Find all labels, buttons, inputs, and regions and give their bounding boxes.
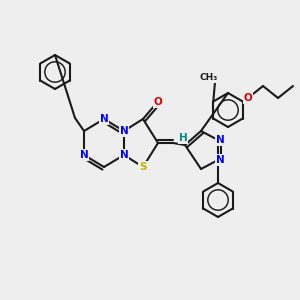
Text: N: N <box>216 135 224 145</box>
Text: S: S <box>139 162 147 172</box>
Text: O: O <box>244 93 252 103</box>
Text: O: O <box>154 97 162 107</box>
Text: N: N <box>80 150 88 160</box>
Text: N: N <box>216 155 224 165</box>
Text: CH₃: CH₃ <box>200 74 218 82</box>
Text: N: N <box>120 126 128 136</box>
Text: N: N <box>100 114 108 124</box>
Text: H: H <box>178 133 188 143</box>
Text: N: N <box>120 150 128 160</box>
